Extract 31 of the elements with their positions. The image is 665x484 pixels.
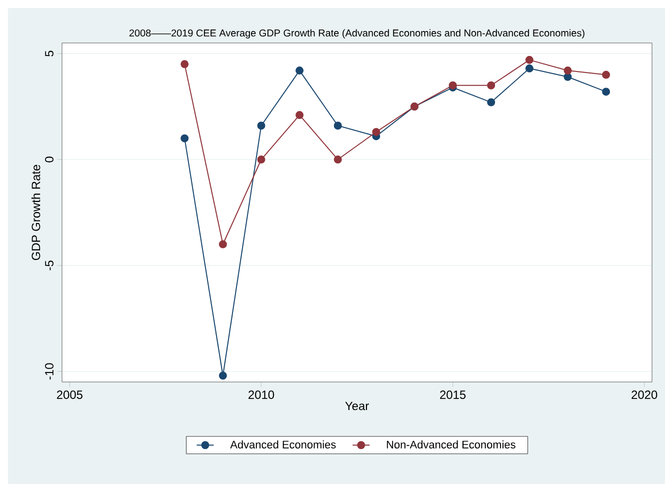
point (602, 70, 610, 79)
point (525, 56, 534, 64)
point (564, 66, 572, 75)
legend-label: Advanced Economies (230, 440, 336, 448)
y-tick-label: -10 (45, 363, 54, 380)
y-tick-label: 0 (45, 156, 54, 162)
point (180, 134, 189, 142)
y-tick-label: 5 (45, 50, 54, 56)
point (257, 122, 266, 130)
y-tick-label: -5 (45, 260, 54, 270)
point (180, 60, 189, 68)
point (602, 88, 610, 96)
point (525, 64, 534, 72)
chart-title: 2008——2019 CEE Average GDP Growth Rate (Advanced Economies and Non-Advanced Economies) (129, 29, 584, 38)
legend-label: Non-Advanced Economies (386, 440, 516, 448)
point (334, 122, 342, 130)
y-axis-title: GDP Growth Rate (31, 164, 40, 260)
point (487, 81, 496, 90)
point (334, 156, 342, 164)
point (296, 66, 304, 75)
point (218, 372, 227, 380)
point (372, 128, 380, 136)
x-tick-label: 2010 (248, 390, 274, 399)
point (218, 240, 227, 248)
x-axis-title: Year (345, 402, 369, 410)
x-tick-label: 2020 (632, 390, 658, 399)
x-tick-label: 2005 (56, 390, 82, 399)
point (296, 111, 304, 120)
point (487, 98, 496, 106)
x-tick-label: 2015 (440, 390, 466, 399)
point (257, 156, 266, 164)
